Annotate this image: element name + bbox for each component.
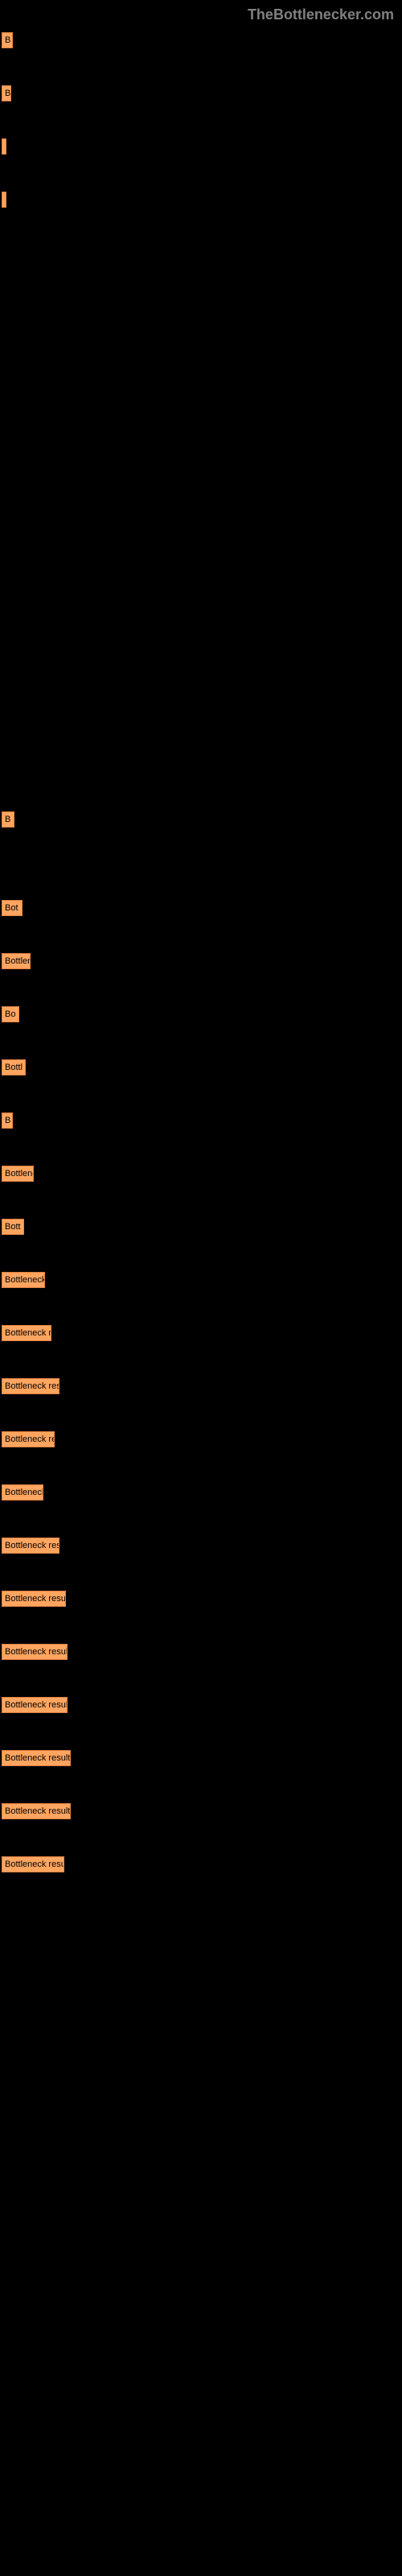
bar-row: B xyxy=(2,811,402,828)
bar: Bottleneck result xyxy=(2,1803,71,1819)
bar: Bottlene xyxy=(2,1166,34,1182)
bar-row: Bottleneck result xyxy=(2,1591,402,1607)
bar-row: Bottleneck resu xyxy=(2,1378,402,1394)
bar-row: Bottleneck result xyxy=(2,1697,402,1713)
bar: B xyxy=(2,32,13,48)
bar: Bottleneck result xyxy=(2,1750,71,1766)
bar-row: B xyxy=(2,85,402,101)
bar: Bottleneck resu xyxy=(2,1378,59,1394)
bar-chart: B B B Bot Bottlen Bo Bottl B Bottlene Bott Bottlen… xyxy=(0,0,402,1872)
bar: Bottleneck resu xyxy=(2,1856,64,1872)
bar-row: B xyxy=(2,32,402,48)
bar: Bottleneck r xyxy=(2,1272,45,1288)
bar: Bot xyxy=(2,900,23,916)
bar-row: Bottleneck xyxy=(2,1484,402,1501)
bar-row: Bottleneck result xyxy=(2,1803,402,1819)
bar-row: Bottlen xyxy=(2,953,402,969)
bar: Bottleneck resu xyxy=(2,1538,59,1554)
bar-row xyxy=(2,192,402,208)
bar-row: Bottleneck r xyxy=(2,1272,402,1288)
bar: B xyxy=(2,85,11,101)
bar: Bottlen xyxy=(2,953,31,969)
bar-row: Bottleneck result xyxy=(2,1644,402,1660)
bar: Bottleneck result xyxy=(2,1644,68,1660)
bar: Bo xyxy=(2,1006,19,1022)
bar: Bottl xyxy=(2,1059,26,1075)
bar-row xyxy=(2,138,402,155)
bar: B xyxy=(2,1113,13,1129)
bar-row: Bottl xyxy=(2,1059,402,1075)
bar-row: Bottleneck re xyxy=(2,1325,402,1341)
bar-row: Bottlene xyxy=(2,1166,402,1182)
bar: Bott xyxy=(2,1219,24,1235)
bar-row: Bottleneck resu xyxy=(2,1538,402,1554)
bar-row: Bottleneck resu xyxy=(2,1856,402,1872)
bar: B xyxy=(2,811,14,828)
bar-row: Bottleneck result xyxy=(2,1750,402,1766)
watermark-text: TheBottlenecker.com xyxy=(248,6,394,23)
bar-row: Bot xyxy=(2,900,402,916)
bar-row: Bott xyxy=(2,1219,402,1235)
bar: Bottleneck result xyxy=(2,1591,66,1607)
bar: Bottleneck result xyxy=(2,1697,68,1713)
bar-row: Bottleneck res xyxy=(2,1431,402,1447)
bar-row: B xyxy=(2,1113,402,1129)
bar: Bottleneck xyxy=(2,1484,43,1501)
bar: Bottleneck res xyxy=(2,1431,55,1447)
bar: Bottleneck re xyxy=(2,1325,51,1341)
bar-row: Bo xyxy=(2,1006,402,1022)
bar xyxy=(2,192,6,208)
bar xyxy=(2,138,6,155)
